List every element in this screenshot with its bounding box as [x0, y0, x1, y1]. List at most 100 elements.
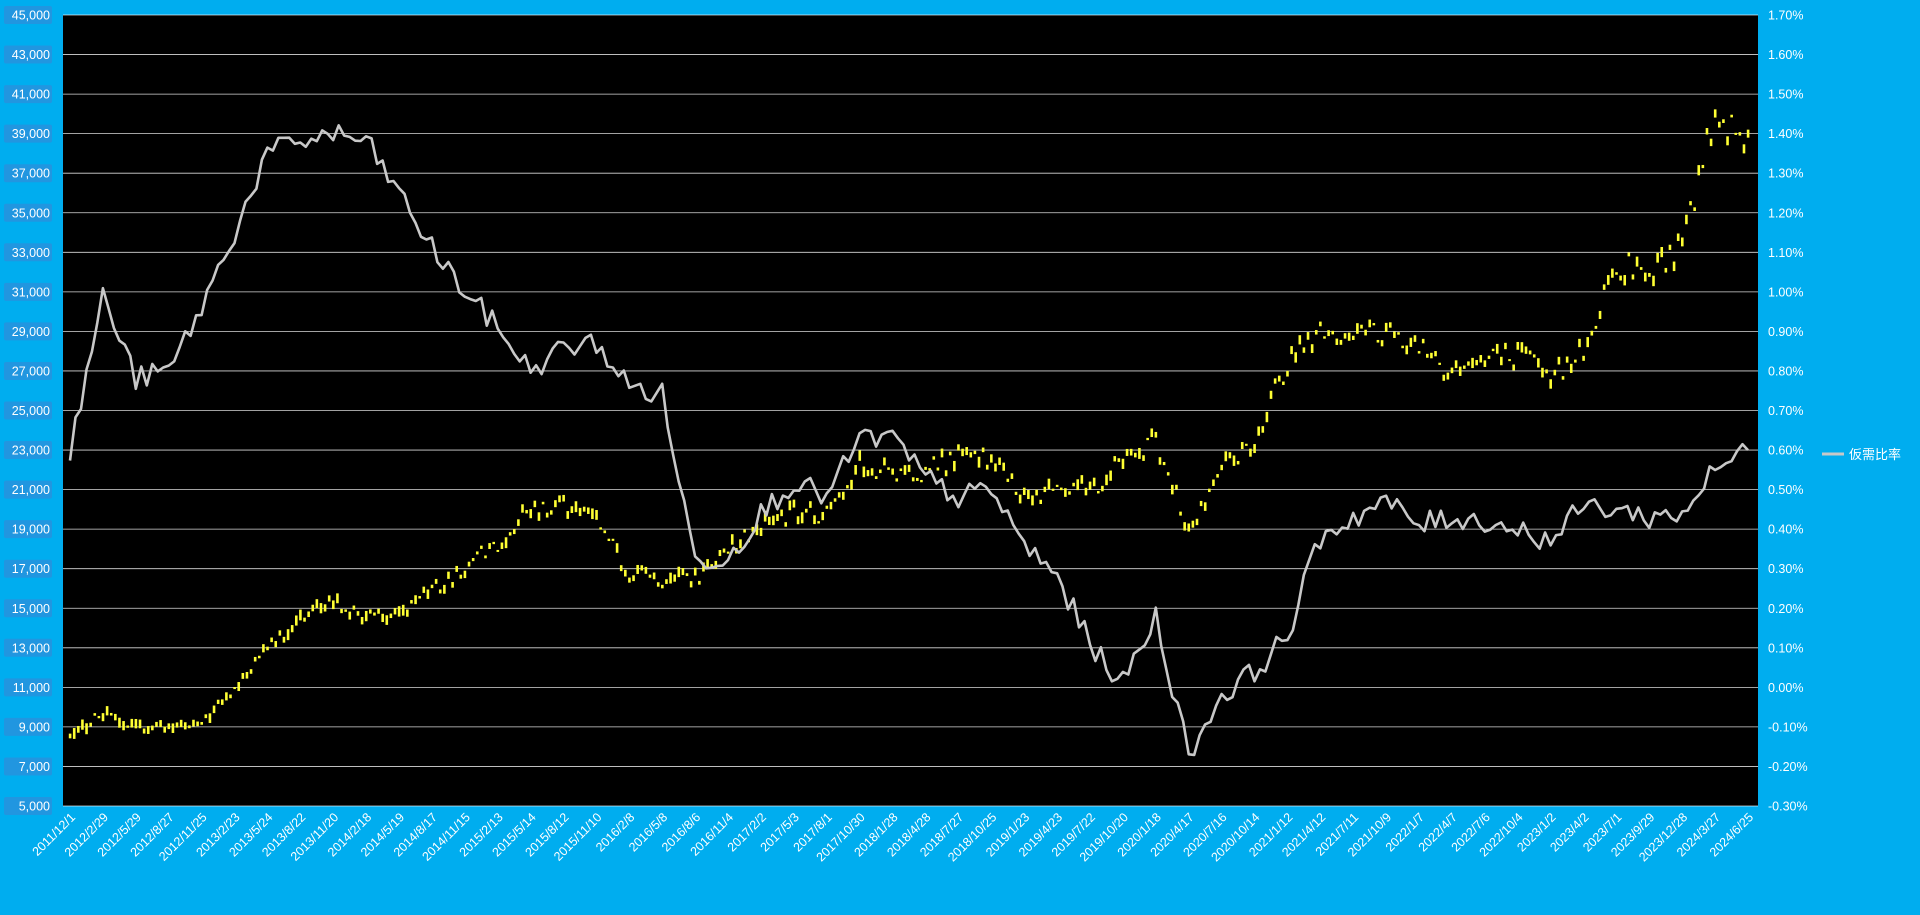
candle: [1384, 322, 1388, 332]
candlestick-series: [68, 109, 1750, 739]
candle: [1417, 351, 1421, 354]
candle: [1179, 511, 1182, 516]
candle: [1611, 268, 1614, 278]
candle: [480, 545, 483, 549]
candle: [1105, 474, 1108, 486]
candle: [1158, 457, 1162, 465]
candle: [1084, 487, 1088, 496]
candle: [1635, 256, 1639, 267]
candle: [1532, 354, 1536, 358]
candle: [249, 669, 253, 674]
candle: [451, 582, 454, 588]
candle: [582, 506, 586, 512]
candle: [299, 609, 302, 621]
candle: [315, 599, 319, 609]
candle: [438, 589, 442, 594]
candle: [1195, 518, 1199, 526]
candle: [1134, 452, 1137, 458]
candle: [508, 532, 512, 536]
candle: [1228, 452, 1232, 459]
candle: [591, 508, 594, 520]
candle: [1660, 246, 1664, 258]
candle: [1397, 332, 1400, 335]
candle: [397, 606, 401, 617]
candle: [1722, 119, 1725, 123]
candle: [1705, 128, 1709, 135]
candle: [850, 479, 853, 490]
candle: [829, 501, 833, 510]
candle: [1693, 207, 1696, 211]
candle: [1746, 129, 1750, 138]
candle: [1586, 337, 1590, 348]
candle: [311, 604, 315, 612]
candle: [1310, 344, 1314, 354]
candle: [1491, 348, 1495, 352]
candle: [212, 705, 216, 714]
left-tick-box: [4, 45, 52, 64]
candle: [603, 530, 607, 534]
candle: [985, 464, 989, 470]
candle: [1351, 335, 1355, 340]
candle: [772, 515, 775, 526]
left-tick-label: 29,000: [12, 325, 50, 339]
candle: [817, 521, 820, 524]
candle: [1282, 381, 1285, 385]
left-tick-label: 9,000: [19, 720, 50, 734]
candle: [846, 485, 849, 489]
candle: [1014, 491, 1018, 495]
candle: [907, 464, 911, 472]
candle: [911, 477, 915, 482]
candle: [562, 494, 565, 502]
candle: [1421, 338, 1425, 344]
candle: [430, 584, 434, 589]
candle: [673, 574, 676, 582]
candle: [607, 538, 611, 542]
candle: [163, 726, 166, 733]
candle: [1734, 132, 1738, 135]
candle: [459, 574, 463, 579]
candle: [1240, 442, 1244, 450]
left-tick-label: 31,000: [12, 285, 50, 299]
candle: [1257, 426, 1260, 436]
candle: [89, 722, 92, 727]
candle: [1676, 233, 1680, 241]
candle: [1035, 489, 1038, 496]
candle: [994, 463, 997, 472]
right-tick-label: 1.10%: [1768, 246, 1803, 260]
candle: [537, 512, 541, 521]
candle: [109, 712, 113, 716]
right-tick-label: 0.80%: [1768, 364, 1803, 378]
candle: [1356, 323, 1359, 334]
candle: [72, 728, 76, 739]
candle: [1331, 330, 1335, 335]
candle: [1269, 390, 1273, 399]
candle: [1541, 367, 1544, 378]
candle: [1306, 332, 1310, 340]
candle: [81, 719, 84, 730]
right-tick-label: 0.30%: [1768, 562, 1803, 576]
candle: [220, 699, 224, 705]
candle: [303, 617, 306, 622]
candle: [1064, 488, 1067, 497]
candle: [883, 457, 886, 466]
candle: [1125, 448, 1129, 456]
candle: [496, 549, 500, 552]
candle: [730, 534, 734, 545]
candle: [175, 722, 179, 728]
candle: [1191, 520, 1195, 528]
candle: [151, 725, 154, 731]
candle: [344, 609, 347, 612]
candle: [447, 571, 450, 579]
candle: [1323, 336, 1326, 339]
candle: [1220, 464, 1223, 471]
candle: [1343, 333, 1347, 339]
candle: [689, 581, 693, 588]
candle: [1713, 109, 1717, 118]
candle: [1043, 486, 1047, 493]
left-tick-label: 37,000: [12, 167, 50, 181]
candle: [1446, 372, 1450, 380]
candle: [887, 467, 890, 470]
candle: [545, 512, 549, 518]
candle: [336, 593, 339, 604]
candle: [1203, 502, 1207, 511]
